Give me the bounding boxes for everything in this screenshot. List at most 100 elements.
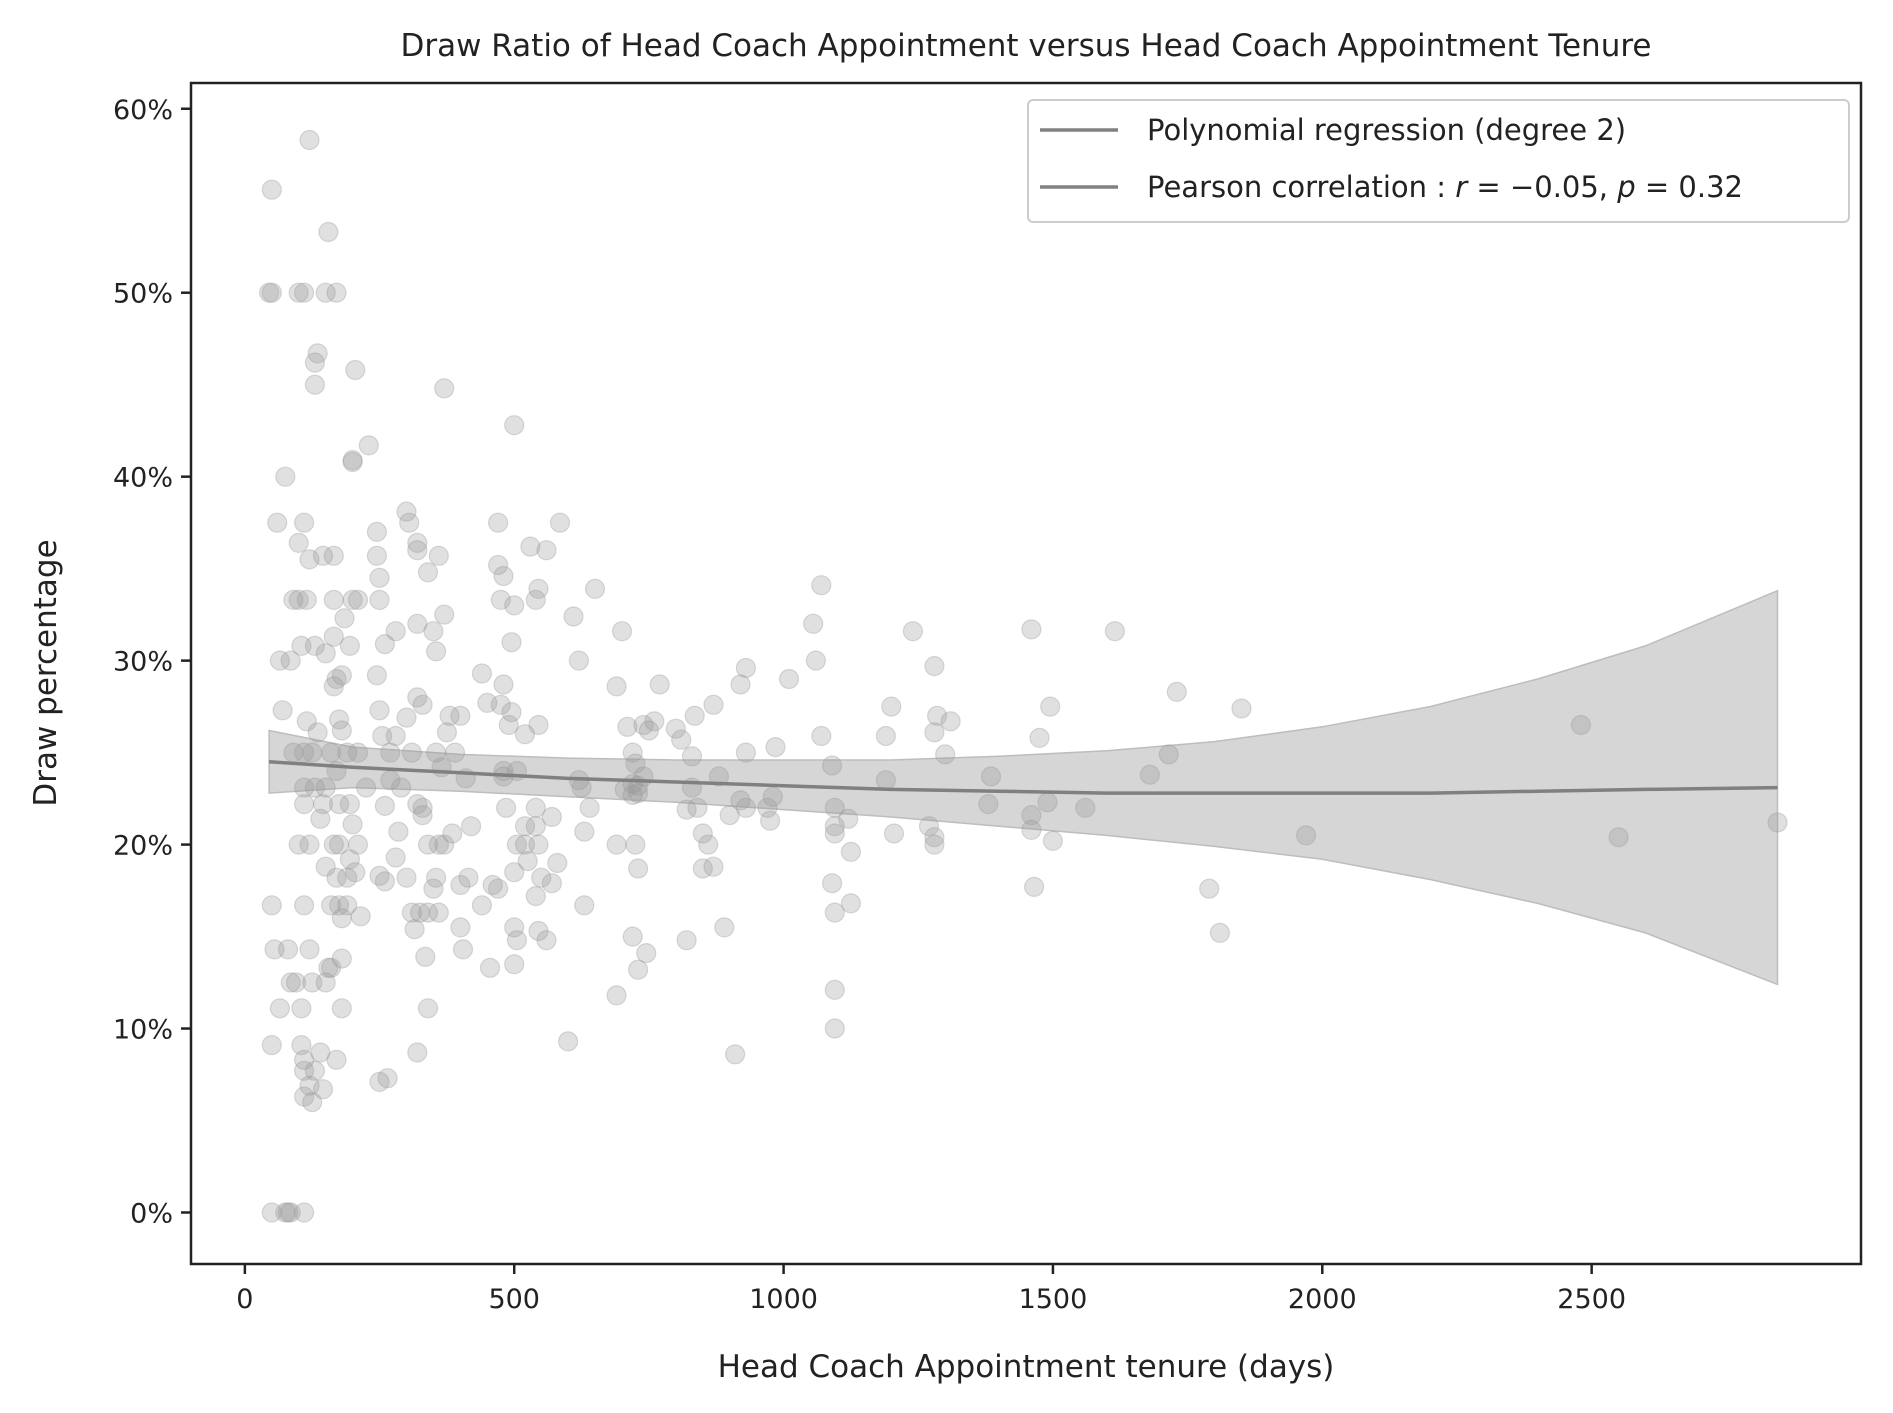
data-point [275,466,296,487]
data-point [329,895,350,916]
data-point [450,705,471,726]
data-point [633,766,654,787]
data-point [304,635,325,657]
data-point [369,865,390,887]
data-point [724,1044,746,1065]
data-point [331,908,352,929]
data-point [924,722,945,743]
data-point [803,613,824,634]
data-point [719,804,740,826]
regression-line [268,760,1778,795]
data-point [735,657,757,679]
data-point [417,902,439,923]
data-point [1037,792,1058,813]
data-point [811,725,832,747]
data-point [687,797,708,818]
data-point [684,705,705,726]
data-point [935,744,956,765]
data-point [380,742,401,763]
data-point [321,957,342,978]
data-point [366,545,387,566]
data-point [671,729,692,750]
data-point [366,521,387,543]
data-point [385,621,406,642]
data-point [444,742,466,763]
data-point [434,378,455,399]
data-point [329,709,350,730]
y-tick-label: 40% [113,463,173,494]
data-point [326,282,347,303]
data-point [329,793,350,815]
data-point [461,816,482,837]
data-points [259,129,1788,1223]
data-point [506,930,528,951]
data-point [434,834,455,855]
data-point [824,979,845,1001]
data-point [1158,744,1179,765]
data-point [805,650,827,671]
data-point [321,742,342,763]
y-tick-label: 50% [113,279,173,310]
data-point [940,711,961,732]
data-point [407,532,428,554]
data-point [759,810,781,831]
data-point [310,808,331,829]
data-point [622,926,643,947]
data-point [374,795,395,817]
data-point [369,700,390,721]
data-point [434,604,455,625]
data-point [283,742,304,763]
data-point [493,674,514,695]
data-point [757,797,778,818]
data-point [644,711,665,732]
data-point [391,777,412,798]
data-point [765,736,786,758]
data-point [541,806,563,828]
data-point [318,957,339,978]
data-point [681,746,703,767]
data-point [302,1091,323,1113]
data-point [337,895,358,916]
data-point [342,451,363,473]
data-point [528,578,549,600]
y-tick-label: 10% [113,1015,173,1046]
data-point [407,540,428,561]
data-point [315,643,336,664]
data-point [412,804,433,826]
plot-area-frame [189,81,1863,1266]
data-point [315,777,336,798]
data-point [304,374,325,395]
data-point [426,742,447,763]
data-point [261,895,282,916]
data-point [345,359,366,381]
data-point [261,1034,282,1056]
data-point [811,575,832,596]
data-point [579,797,600,818]
data-point [824,797,845,818]
data-point [549,512,571,533]
data-point [323,545,344,566]
data-point [331,665,352,686]
data-point [924,827,945,848]
data-point [312,545,334,566]
data-point [606,676,627,697]
data-point [326,1049,347,1070]
data-point [978,793,999,815]
data-point [471,895,492,916]
data-point [525,885,546,907]
data-point [703,856,724,877]
data-point [334,608,355,629]
data-point [517,850,538,872]
data-point [881,696,902,717]
data-point [504,862,525,883]
data-point [409,902,431,923]
data-point [339,793,360,815]
data-point [1209,922,1231,944]
data-point [428,834,449,855]
data-point [735,742,757,763]
data-point [323,834,344,855]
data-point [294,777,315,798]
data-point [428,902,449,923]
data-point [412,694,433,715]
data-point [676,799,697,820]
